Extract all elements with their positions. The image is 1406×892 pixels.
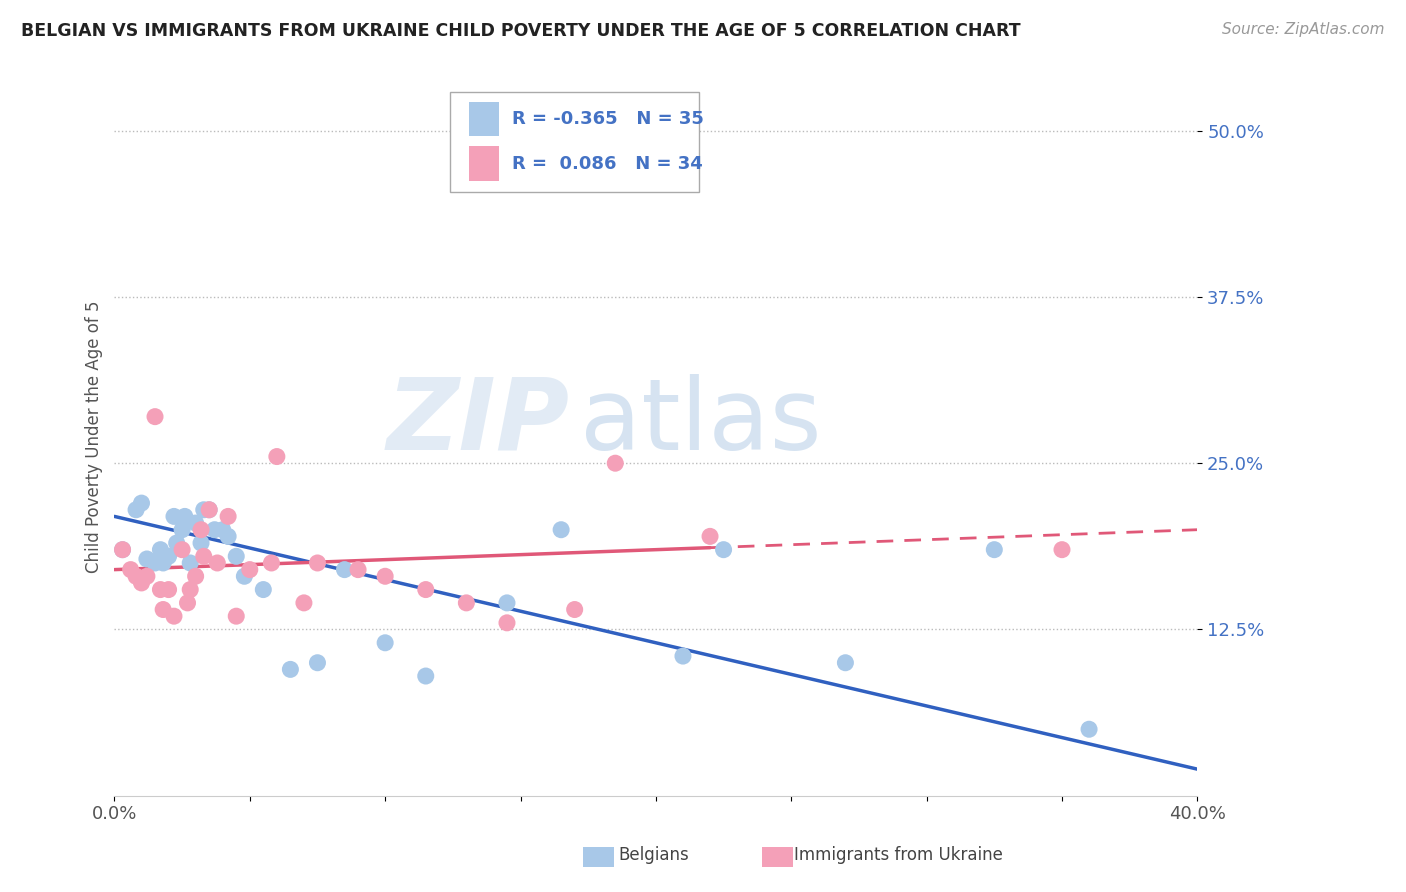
Point: [193, 502, 215, 516]
Text: ZIP: ZIP: [387, 374, 569, 471]
Point: [1078, 723, 1101, 737]
FancyBboxPatch shape: [450, 92, 699, 193]
Point: [131, 496, 153, 510]
Point: [125, 502, 148, 516]
Point: [172, 523, 194, 537]
Point: [184, 516, 207, 530]
Point: [179, 556, 201, 570]
Point: [149, 542, 172, 557]
Point: [172, 542, 194, 557]
Point: [217, 529, 239, 543]
Point: [111, 542, 134, 557]
Point: [149, 582, 172, 597]
Point: [550, 523, 572, 537]
Point: [111, 542, 134, 557]
Text: R = -0.365   N = 35: R = -0.365 N = 35: [512, 110, 704, 128]
Text: Immigrants from Ukraine: Immigrants from Ukraine: [794, 846, 1004, 863]
Point: [233, 569, 256, 583]
Text: Source: ZipAtlas.com: Source: ZipAtlas.com: [1222, 22, 1385, 37]
Point: [179, 582, 201, 597]
Point: [496, 596, 519, 610]
Point: [135, 569, 157, 583]
Point: [605, 456, 627, 470]
Point: [217, 509, 239, 524]
Point: [374, 636, 396, 650]
Text: atlas: atlas: [581, 374, 821, 471]
Point: [125, 569, 148, 583]
Point: [204, 523, 226, 537]
Point: [834, 656, 856, 670]
Point: [415, 582, 437, 597]
FancyBboxPatch shape: [468, 102, 499, 136]
Point: [198, 502, 221, 516]
Point: [157, 549, 180, 564]
Point: [456, 596, 478, 610]
Point: [190, 536, 212, 550]
Point: [307, 656, 329, 670]
Point: [120, 563, 142, 577]
Y-axis label: Child Poverty Under the Age of 5: Child Poverty Under the Age of 5: [86, 301, 103, 573]
Point: [280, 662, 302, 676]
Point: [983, 542, 1005, 557]
Point: [260, 556, 283, 570]
Point: [415, 669, 437, 683]
Point: [131, 576, 153, 591]
Point: [163, 609, 186, 624]
Point: [496, 615, 519, 630]
Point: [225, 609, 247, 624]
Point: [152, 556, 174, 570]
Text: BELGIAN VS IMMIGRANTS FROM UKRAINE CHILD POVERTY UNDER THE AGE OF 5 CORRELATION : BELGIAN VS IMMIGRANTS FROM UKRAINE CHILD…: [21, 22, 1021, 40]
Point: [166, 536, 188, 550]
Point: [157, 582, 180, 597]
Point: [143, 409, 166, 424]
Point: [190, 523, 212, 537]
Point: [292, 596, 315, 610]
Point: [207, 556, 229, 570]
Point: [347, 563, 370, 577]
Point: [211, 523, 233, 537]
Point: [564, 602, 586, 616]
Point: [307, 556, 329, 570]
Point: [135, 552, 157, 566]
Point: [173, 509, 195, 524]
Point: [699, 529, 721, 543]
Point: [239, 563, 262, 577]
Point: [713, 542, 735, 557]
Point: [152, 602, 174, 616]
FancyBboxPatch shape: [468, 146, 499, 181]
Point: [193, 549, 215, 564]
Point: [333, 563, 356, 577]
Point: [184, 569, 207, 583]
Point: [163, 509, 186, 524]
Point: [1050, 542, 1073, 557]
Point: [176, 596, 198, 610]
Point: [225, 549, 247, 564]
Point: [672, 649, 695, 664]
Text: R =  0.086   N = 34: R = 0.086 N = 34: [512, 154, 703, 173]
Point: [374, 569, 396, 583]
Point: [198, 502, 221, 516]
Point: [266, 450, 288, 464]
Point: [252, 582, 274, 597]
Text: Belgians: Belgians: [619, 846, 689, 863]
Point: [143, 556, 166, 570]
